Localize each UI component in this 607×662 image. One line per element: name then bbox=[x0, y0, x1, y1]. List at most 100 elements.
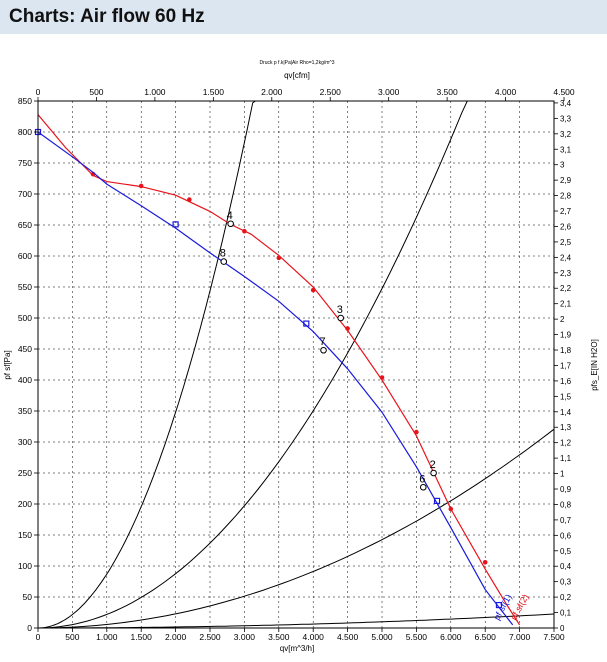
operating-points: 4 8 3 7 26 bbox=[220, 210, 437, 491]
series-point bbox=[495, 601, 503, 609]
right-tick-label: 3 bbox=[560, 161, 565, 170]
top-tick-label: 3.500 bbox=[436, 87, 458, 97]
y-tick-label: 0 bbox=[27, 623, 32, 633]
series-point bbox=[414, 429, 419, 435]
right-tick-label: 0,8 bbox=[560, 500, 572, 509]
axes: 0 500 1.000 1.500 2.000 2.500 3.000 3.500 4.000 4… bbox=[18, 87, 575, 642]
grid-lines bbox=[38, 101, 554, 628]
operating-point bbox=[419, 483, 427, 491]
right-tick-label: 3,4 bbox=[560, 99, 572, 108]
system-curves bbox=[37, 100, 555, 629]
series-point bbox=[138, 183, 144, 189]
series-line bbox=[37, 114, 521, 626]
system-curve bbox=[38, 613, 555, 629]
right-tick-label: 3,1 bbox=[560, 145, 572, 154]
y-tick-label: 100 bbox=[18, 561, 32, 571]
top-tick-label: 3.000 bbox=[378, 87, 400, 97]
right-tick-label: 2,4 bbox=[560, 253, 572, 262]
plot-frame bbox=[37, 100, 555, 629]
x-tick-label: 3.500 bbox=[268, 632, 290, 642]
y-axis-label: pf sf[Pa] bbox=[3, 350, 12, 379]
series-point bbox=[310, 287, 316, 293]
y-tick-label: 700 bbox=[18, 189, 32, 199]
x-tick-label: 7.500 bbox=[543, 632, 565, 642]
series-point bbox=[187, 197, 192, 202]
right-tick-label: 0 bbox=[560, 624, 565, 633]
right-tick-label: 1,2 bbox=[560, 439, 572, 448]
page-header: Charts: Air flow 60 Hz bbox=[0, 0, 607, 34]
right-tick-label: 3,2 bbox=[560, 130, 572, 139]
series-point bbox=[345, 326, 350, 331]
right-tick-label: 0,6 bbox=[560, 531, 572, 540]
x-tick-label: 2.500 bbox=[199, 632, 221, 642]
right-tick-label: 2,3 bbox=[560, 269, 572, 278]
right-tick-label: 0,9 bbox=[560, 485, 572, 494]
top-tick-label: 500 bbox=[89, 87, 103, 97]
right-tick-label: 2,1 bbox=[560, 300, 572, 309]
y-tick-label: 500 bbox=[18, 313, 32, 323]
top-tick-label: 4.000 bbox=[495, 87, 517, 97]
page-title: Charts: Air flow 60 Hz bbox=[9, 6, 205, 27]
right-tick-label: 2,2 bbox=[560, 284, 572, 293]
operating-point-label: 8 bbox=[220, 248, 226, 260]
y-tick-label: 450 bbox=[18, 344, 32, 354]
right-tick-label: 1,6 bbox=[560, 377, 572, 386]
series-line bbox=[37, 131, 514, 626]
right-tick-label: 2,9 bbox=[560, 176, 572, 185]
series-point bbox=[482, 559, 488, 565]
x-tick-label: 2.000 bbox=[165, 632, 187, 642]
top-tick-label: 0 bbox=[36, 87, 41, 97]
x-tick-label: 1.500 bbox=[131, 632, 153, 642]
right-axis-label: pfs_E[IN H2O] bbox=[590, 339, 599, 391]
x-tick-label: 4.500 bbox=[337, 632, 359, 642]
right-tick-label: 2,5 bbox=[560, 238, 572, 247]
operating-point-label: 3 bbox=[337, 304, 343, 316]
x-tick-label: 7.000 bbox=[509, 632, 531, 642]
operating-point bbox=[430, 469, 437, 477]
right-tick-label: 1,8 bbox=[560, 346, 572, 355]
right-tick-label: 0,5 bbox=[560, 547, 572, 556]
x-tick-label: 6.500 bbox=[475, 632, 497, 642]
x-tick-label: 5.500 bbox=[406, 632, 428, 642]
chart-top-note: Druck p f.k|Pa|Air Rho=1,2kg/m^3 bbox=[259, 60, 334, 66]
right-tick-label: 0,1 bbox=[560, 609, 572, 618]
y-tick-label: 250 bbox=[18, 468, 32, 478]
operating-point bbox=[337, 314, 345, 322]
x-tick-label: 1.000 bbox=[96, 632, 118, 642]
right-tick-label: 1,1 bbox=[560, 454, 572, 463]
top-axis-label: qv[cfm] bbox=[284, 71, 310, 80]
y-tick-label: 800 bbox=[18, 127, 32, 137]
y-tick-label: 600 bbox=[18, 251, 32, 261]
series-point bbox=[379, 375, 385, 380]
y-tick-label: 350 bbox=[18, 406, 32, 416]
right-tick-label: 2,6 bbox=[560, 222, 572, 231]
operating-point bbox=[220, 258, 228, 265]
right-tick-label: 0,4 bbox=[560, 562, 572, 571]
right-tick-label: 2,7 bbox=[560, 207, 572, 216]
y-tick-label: 300 bbox=[18, 437, 32, 447]
series-point bbox=[242, 228, 247, 234]
right-tick-label: 0,3 bbox=[560, 578, 572, 587]
right-tick-label: 1,9 bbox=[560, 331, 572, 340]
right-tick-label: 3,3 bbox=[560, 114, 572, 123]
operating-point-label: 7 bbox=[320, 336, 326, 348]
right-tick-label: 1,7 bbox=[560, 361, 572, 370]
x-tick-label: 500 bbox=[65, 632, 79, 642]
top-tick-label: 4.500 bbox=[553, 87, 575, 97]
y-tick-label: 850 bbox=[18, 96, 32, 106]
x-tick-label: 6.000 bbox=[440, 632, 462, 642]
top-tick-label: 2.000 bbox=[261, 87, 283, 97]
top-tick-label: 1.000 bbox=[144, 87, 166, 97]
top-tick-label: 2.500 bbox=[320, 87, 342, 97]
y-tick-label: 400 bbox=[18, 375, 32, 385]
operating-point-label: 6 bbox=[419, 473, 425, 485]
series-point bbox=[433, 497, 441, 504]
data-series: pf sf(2)pf sf(1) bbox=[34, 114, 531, 626]
operating-point bbox=[227, 220, 234, 228]
y-tick-label: 550 bbox=[18, 282, 32, 292]
series-point bbox=[172, 221, 179, 228]
y-tick-label: 200 bbox=[18, 499, 32, 509]
y-tick-label: 50 bbox=[23, 592, 33, 602]
top-tick-label: 1.500 bbox=[203, 87, 225, 97]
y-tick-label: 750 bbox=[18, 158, 32, 168]
